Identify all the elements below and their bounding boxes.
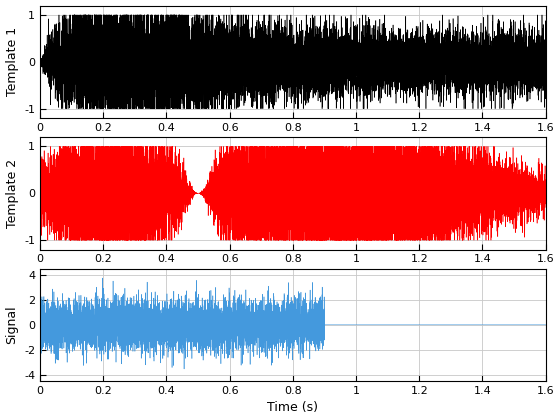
X-axis label: Time (s): Time (s) bbox=[267, 402, 319, 415]
Y-axis label: Template 2: Template 2 bbox=[6, 159, 18, 228]
Y-axis label: Template 1: Template 1 bbox=[6, 27, 18, 96]
Y-axis label: Signal: Signal bbox=[6, 305, 18, 344]
